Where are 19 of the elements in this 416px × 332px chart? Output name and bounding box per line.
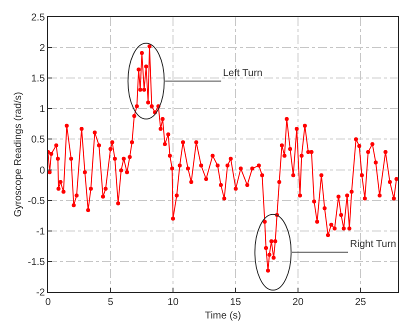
annotation: Right Turn [350,239,396,250]
annotation: Left Turn [223,68,262,79]
x-tick-label: 10 [167,297,179,308]
y-tick-label: -1 [36,226,46,238]
x-axis-title: Time (s) [204,310,242,322]
x-tick-label: 20 [292,297,304,308]
x-tick-label: 15 [230,297,242,308]
y-axis-title: Gyroscope Readings (rad/s) [12,92,24,218]
y-tick-label: -2 [36,288,46,298]
y-tick-label: 2 [39,43,46,54]
y-tick-label: 2.5 [31,12,46,24]
y-tick-label: 0.5 [31,134,46,146]
x-tick-label: 5 [108,297,114,308]
y-tick-label: -1.5 [28,256,46,268]
y-tick-label: 1 [39,104,46,116]
x-tick-label: 25 [354,297,366,308]
y-tick-label: -0.5 [28,196,46,207]
y-tick-label: 1.5 [31,74,46,85]
y-tick-label: 0 [39,165,46,176]
